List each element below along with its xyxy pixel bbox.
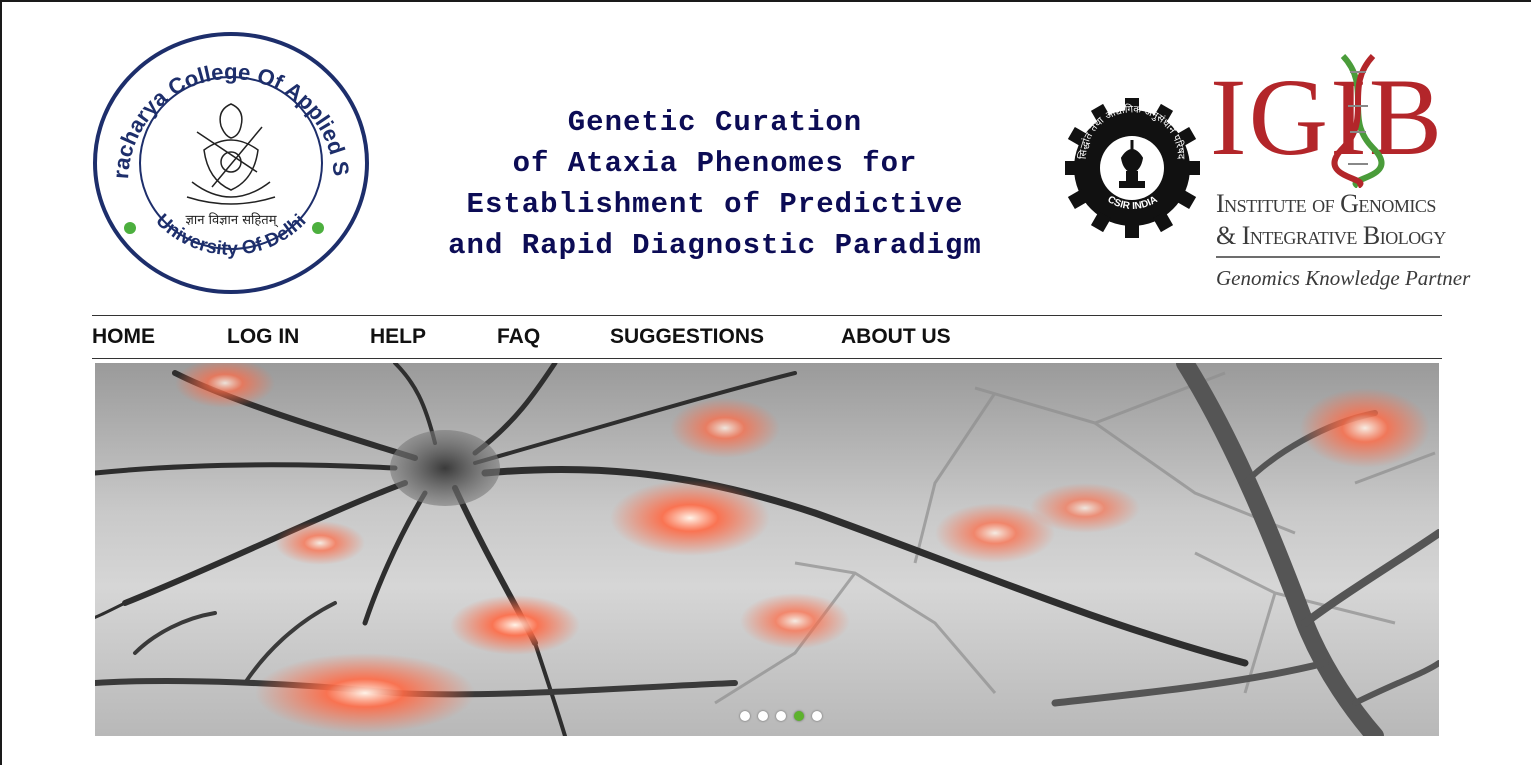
igib-tagline: Genomics Knowledge Partner xyxy=(1216,266,1471,290)
dna-helix-icon xyxy=(1331,53,1385,188)
slider-pagination xyxy=(740,708,830,721)
slider-dot[interactable] xyxy=(740,711,750,721)
title-line-2: of Ataxia Phenomes for xyxy=(512,147,918,180)
nav-about-us[interactable]: ABOUT US xyxy=(841,325,951,348)
title-line-4: and Rapid Diagnostic Paradigm xyxy=(448,229,982,262)
site-title: Genetic Curation of Ataxia Phenomes for … xyxy=(385,102,1045,266)
svg-text:CSIR INDIA: CSIR INDIA xyxy=(1105,194,1159,212)
lamp-icon xyxy=(1119,140,1145,188)
neuron-image xyxy=(95,363,1439,736)
slider-dot[interactable] xyxy=(776,711,786,721)
title-line-3: Establishment of Predictive xyxy=(466,188,964,221)
title-line-1: Genetic Curation xyxy=(567,106,863,139)
saraswati-emblem-icon xyxy=(186,103,276,205)
igib-line-1: Institute of Genomics xyxy=(1216,189,1436,218)
igib-wordmark: IGIB xyxy=(1210,56,1445,178)
nav-faq[interactable]: FAQ xyxy=(497,325,541,348)
csir-logo: सिद्धांत तथा औद्योगिक अनुसंधान परिषद CSI… xyxy=(1065,70,1200,265)
college-motto: ज्ञान विज्ञान सहितम् xyxy=(186,212,279,228)
slider-dot[interactable] xyxy=(794,711,804,721)
igib-logo: IGIB Institute of Genomics & Integrative… xyxy=(1210,48,1470,298)
hero-slider[interactable] xyxy=(95,363,1439,736)
nav-suggestions[interactable]: SUGGESTIONS xyxy=(610,325,765,348)
csir-bottom-text: CSIR INDIA xyxy=(1105,194,1159,212)
college-logo: Bhaskaracharya College Of Applied Scienc… xyxy=(84,12,370,294)
igib-divider xyxy=(1216,256,1440,258)
slider-dot[interactable] xyxy=(758,711,768,721)
nav-home[interactable]: HOME xyxy=(92,325,155,348)
nav-help[interactable]: HELP xyxy=(370,325,427,348)
slider-dot[interactable] xyxy=(812,711,822,721)
main-nav: HOME LOG IN HELP FAQ SUGGESTIONS ABOUT U… xyxy=(92,315,1442,359)
igib-line-2: & Integrative Biology xyxy=(1216,221,1446,250)
nav-log-in[interactable]: LOG IN xyxy=(227,325,300,348)
